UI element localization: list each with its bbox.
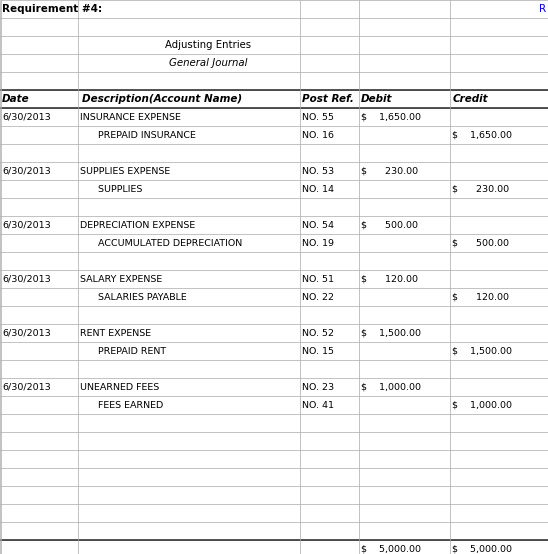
- Text: INSURANCE EXPENSE: INSURANCE EXPENSE: [81, 112, 181, 121]
- Text: NO. 15: NO. 15: [302, 346, 334, 356]
- Text: $      120.00: $ 120.00: [361, 274, 418, 284]
- Text: NO. 41: NO. 41: [302, 401, 334, 409]
- Text: R: R: [539, 4, 546, 14]
- Text: Credit: Credit: [453, 94, 488, 104]
- Text: PREPAID INSURANCE: PREPAID INSURANCE: [81, 131, 196, 140]
- Text: Date: Date: [2, 94, 30, 104]
- Text: $    1,650.00: $ 1,650.00: [361, 112, 421, 121]
- Text: NO. 22: NO. 22: [302, 293, 334, 301]
- Text: 6/30/2013: 6/30/2013: [2, 220, 51, 229]
- Text: Requirement #4:: Requirement #4:: [2, 4, 102, 14]
- Text: $    1,000.00: $ 1,000.00: [361, 382, 421, 392]
- Text: $    1,650.00: $ 1,650.00: [453, 131, 512, 140]
- Text: General Journal: General Journal: [169, 58, 248, 68]
- Text: NO. 52: NO. 52: [302, 329, 334, 337]
- Text: $    5,000.00: $ 5,000.00: [453, 545, 512, 553]
- Text: 6/30/2013: 6/30/2013: [2, 382, 51, 392]
- Text: 6/30/2013: 6/30/2013: [2, 112, 51, 121]
- Text: 6/30/2013: 6/30/2013: [2, 274, 51, 284]
- Text: NO. 54: NO. 54: [302, 220, 334, 229]
- Text: Post Ref.: Post Ref.: [302, 94, 354, 104]
- Text: $    1,000.00: $ 1,000.00: [453, 401, 512, 409]
- Text: $      230.00: $ 230.00: [453, 184, 510, 193]
- Text: NO. 19: NO. 19: [302, 239, 334, 248]
- Text: Debit: Debit: [361, 94, 392, 104]
- Text: RENT EXPENSE: RENT EXPENSE: [81, 329, 151, 337]
- Text: $      230.00: $ 230.00: [361, 167, 418, 176]
- Text: FEES EARNED: FEES EARNED: [81, 401, 164, 409]
- Text: DEPRECIATION EXPENSE: DEPRECIATION EXPENSE: [81, 220, 196, 229]
- Text: NO. 16: NO. 16: [302, 131, 334, 140]
- Text: SALARIES PAYABLE: SALARIES PAYABLE: [81, 293, 187, 301]
- Text: NO. 55: NO. 55: [302, 112, 334, 121]
- Text: NO. 14: NO. 14: [302, 184, 334, 193]
- Text: 6/30/2013: 6/30/2013: [2, 329, 51, 337]
- Text: SALARY EXPENSE: SALARY EXPENSE: [81, 274, 163, 284]
- Text: NO. 23: NO. 23: [302, 382, 334, 392]
- Text: NO. 53: NO. 53: [302, 167, 334, 176]
- Text: Description(Account Name): Description(Account Name): [82, 94, 242, 104]
- Text: $    1,500.00: $ 1,500.00: [453, 346, 512, 356]
- Text: PREPAID RENT: PREPAID RENT: [81, 346, 167, 356]
- Text: UNEARNED FEES: UNEARNED FEES: [81, 382, 159, 392]
- Text: SUPPLIES EXPENSE: SUPPLIES EXPENSE: [81, 167, 170, 176]
- Text: 6/30/2013: 6/30/2013: [2, 167, 51, 176]
- Text: $    1,500.00: $ 1,500.00: [361, 329, 421, 337]
- Text: NO. 51: NO. 51: [302, 274, 334, 284]
- Text: $      500.00: $ 500.00: [453, 239, 510, 248]
- Text: Adjusting Entries: Adjusting Entries: [165, 40, 252, 50]
- Text: ACCUMULATED DEPRECIATION: ACCUMULATED DEPRECIATION: [81, 239, 243, 248]
- Text: $    5,000.00: $ 5,000.00: [361, 545, 421, 553]
- Text: $      500.00: $ 500.00: [361, 220, 418, 229]
- Text: $      120.00: $ 120.00: [453, 293, 510, 301]
- Text: SUPPLIES: SUPPLIES: [81, 184, 142, 193]
